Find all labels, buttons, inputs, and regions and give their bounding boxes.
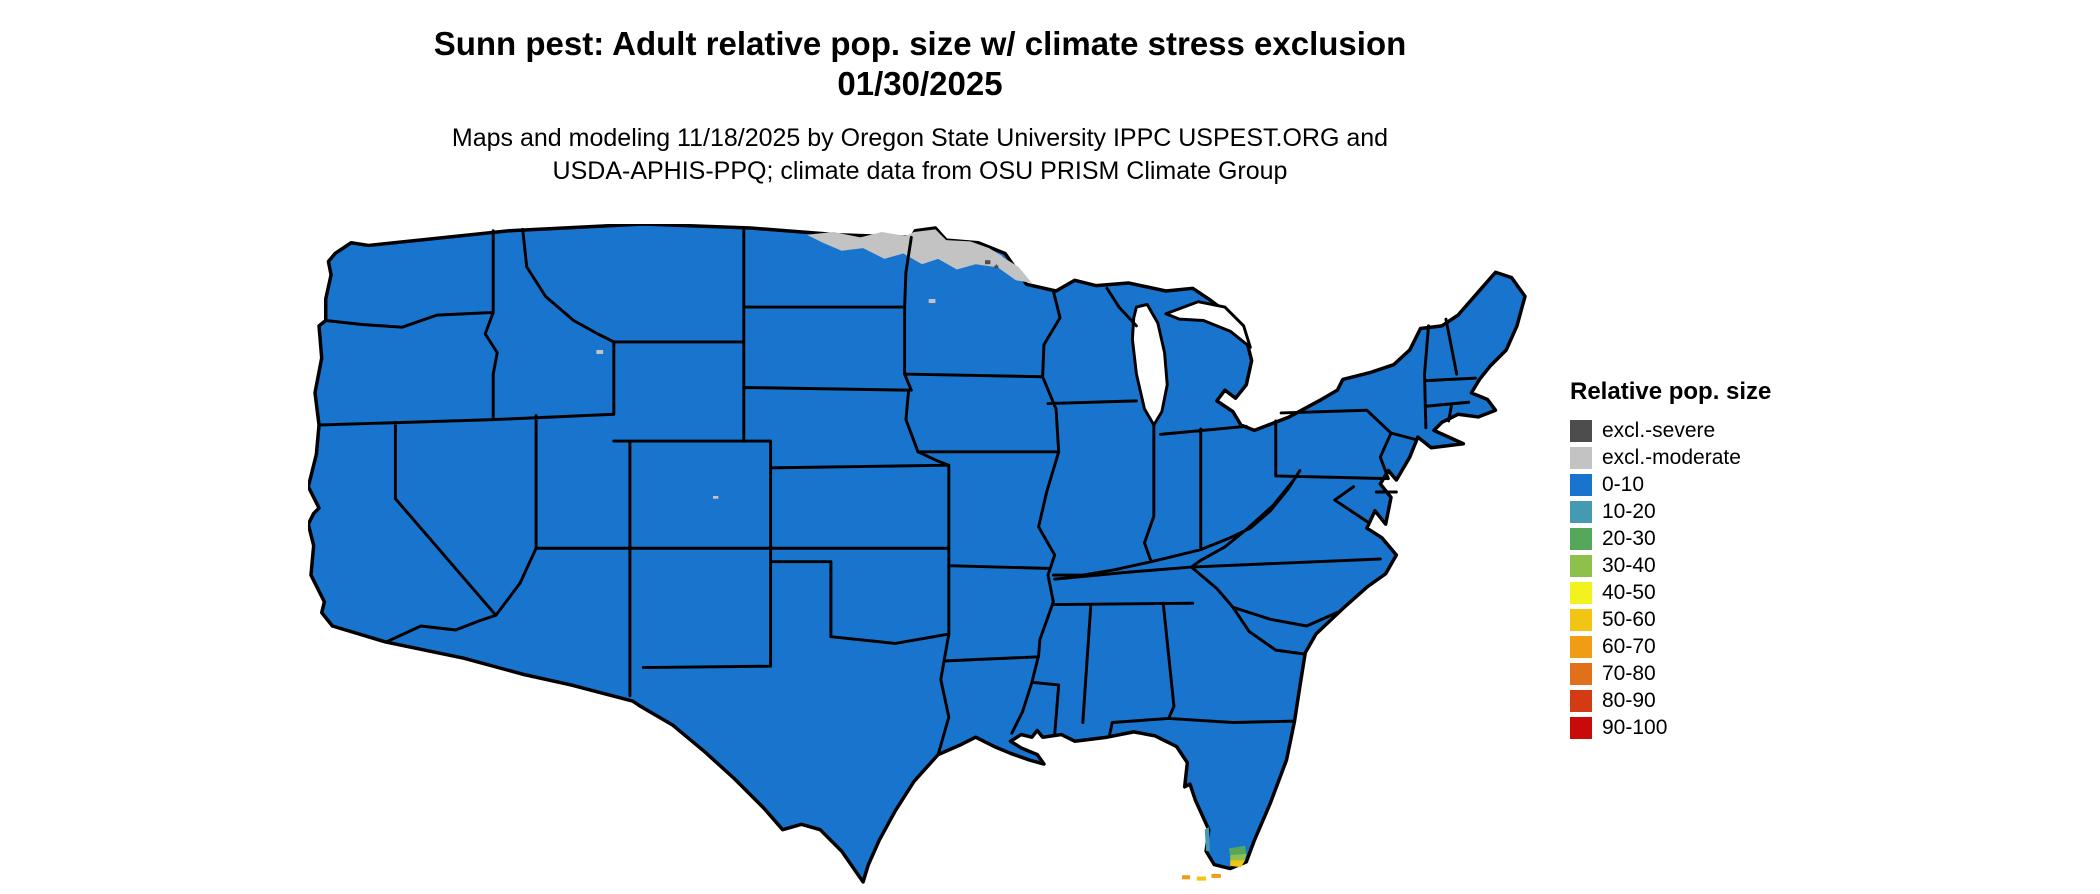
legend-label-0-10: 0-10 xyxy=(1602,473,1645,496)
florida-keys-dash-3 xyxy=(1181,875,1191,880)
florida-tip-gold xyxy=(1230,860,1245,868)
legend-title: Relative pop. size xyxy=(1570,378,1772,405)
legend-item-60-70: 60-70 xyxy=(1570,636,1771,658)
subtitle-block: Maps and modeling 11/18/2025 by Oregon S… xyxy=(434,122,1407,188)
legend-item-90-100: 90-100 xyxy=(1570,717,1771,739)
florida-keys-dash-1 xyxy=(1211,873,1221,878)
exclusion-moderate-arrowhead xyxy=(997,253,1032,283)
exclusion-severe-speck-2 xyxy=(994,265,999,269)
legend-label-50-60: 50-60 xyxy=(1602,608,1656,631)
legend-item-30-40: 30-40 xyxy=(1570,555,1771,577)
legend-swatch-40-50 xyxy=(1570,582,1592,604)
map-title-date: 01/30/2025 xyxy=(837,65,1003,102)
florida-tip-green xyxy=(1228,845,1247,856)
legend-label-10-20: 10-20 xyxy=(1602,500,1656,523)
legend-swatch-50-60 xyxy=(1570,609,1592,631)
state-borders xyxy=(317,227,1477,757)
legend-label-excl-severe: excl.-severe xyxy=(1602,419,1716,442)
florida-keys-dash-2 xyxy=(1196,876,1207,881)
legend-swatch-0-10 xyxy=(1570,474,1592,496)
exclusion-moderate-region xyxy=(806,229,1003,270)
legend-label-80-90: 80-90 xyxy=(1602,689,1656,712)
lake-michigan xyxy=(1130,302,1169,427)
subtitle-line2: USDA-APHIS-PPQ; climate data from OSU PR… xyxy=(552,157,1288,185)
legend-item-70-80: 70-80 xyxy=(1570,663,1771,685)
legend-label-70-80: 70-80 xyxy=(1602,662,1656,685)
legend-label-60-70: 60-70 xyxy=(1602,635,1656,658)
legend-swatch-30-40 xyxy=(1570,555,1592,577)
legend-item-50-60: 50-60 xyxy=(1570,609,1771,631)
map-title-line1: Sunn pest: Adult relative pop. size w/ c… xyxy=(433,25,1407,62)
legend-item-20-30: 20-30 xyxy=(1570,528,1771,550)
legend-swatch-60-70 xyxy=(1570,636,1592,658)
legend-swatch-70-80 xyxy=(1570,663,1592,685)
legend-swatch-excl-moderate xyxy=(1570,447,1592,469)
exclusion-moderate-speck-minnesota xyxy=(928,299,936,304)
legend-label-20-30: 20-30 xyxy=(1602,527,1656,550)
legend-swatch-80-90 xyxy=(1570,690,1592,712)
lake-huron xyxy=(1164,300,1252,349)
legend-label-90-100: 90-100 xyxy=(1602,716,1668,739)
exclusion-severe-speck-1 xyxy=(985,260,991,265)
exclusion-moderate-speck-utah xyxy=(712,496,719,499)
florida-tip-teal xyxy=(1204,827,1211,852)
exclusion-moderate-speck-idaho xyxy=(596,349,604,354)
legend-label-excl-moderate: excl.-moderate xyxy=(1602,446,1741,469)
title-block: Sunn pest: Adult relative pop. size w/ c… xyxy=(434,24,1407,188)
legend-label-30-40: 30-40 xyxy=(1602,554,1656,577)
legend-swatch-20-30 xyxy=(1570,528,1592,550)
legend-item-excl-severe: excl.-severe xyxy=(1570,420,1771,442)
legend-item-10-20: 10-20 xyxy=(1570,501,1771,523)
legend-item-40-50: 40-50 xyxy=(1570,582,1771,604)
legend-swatch-90-100 xyxy=(1570,717,1592,739)
legend-label-40-50: 40-50 xyxy=(1602,581,1656,604)
legend: Relative pop. size excl.-severe excl.-mo… xyxy=(1570,378,1771,744)
subtitle-line1: Maps and modeling 11/18/2025 by Oregon S… xyxy=(451,124,1389,152)
legend-item-excl-moderate: excl.-moderate xyxy=(1570,447,1771,469)
legend-item-0-10: 0-10 xyxy=(1570,474,1771,496)
legend-swatch-excl-severe xyxy=(1570,420,1592,442)
legend-item-80-90: 80-90 xyxy=(1570,690,1771,712)
us-map xyxy=(308,224,1528,894)
florida-tip-yellowgreen xyxy=(1230,853,1247,861)
legend-swatch-10-20 xyxy=(1570,501,1592,523)
us-map-svg xyxy=(308,224,1527,884)
